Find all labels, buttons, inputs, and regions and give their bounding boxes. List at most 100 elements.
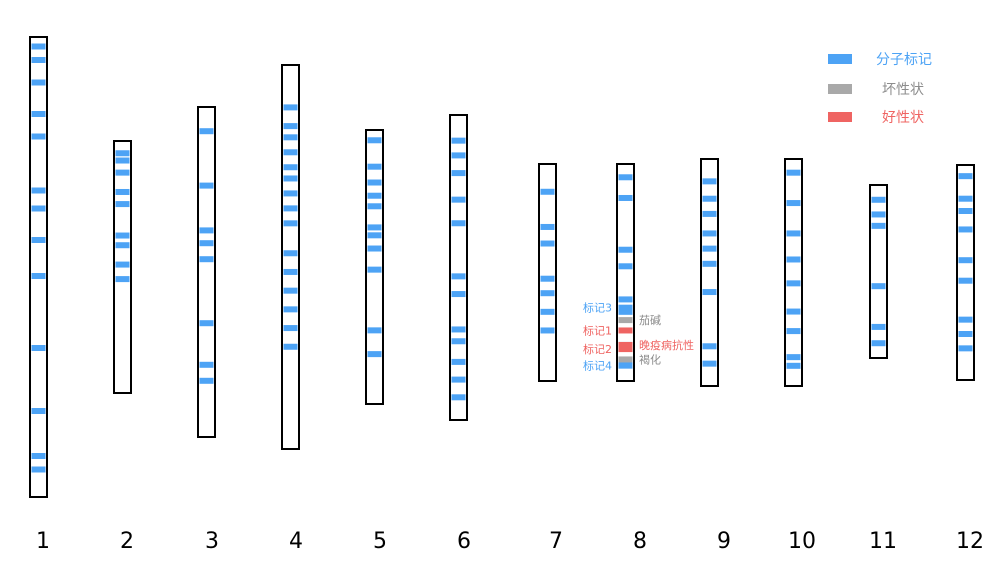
marker-band [702, 260, 717, 267]
marker-band [618, 246, 633, 253]
chromosome-label: 10 [788, 529, 816, 554]
marker-band [199, 256, 214, 263]
marker-band [367, 224, 382, 231]
marker-band [31, 79, 46, 86]
marker-band [115, 157, 130, 164]
marker-band [115, 169, 130, 176]
legend-label: 好性状 [882, 110, 924, 126]
marker-band [786, 230, 801, 237]
chromosome-bar [700, 158, 719, 387]
marker-band [451, 376, 466, 383]
marker-band [31, 237, 46, 243]
marker-band [786, 169, 801, 176]
marker-band [367, 351, 382, 358]
marker-band [367, 232, 382, 239]
marker-band [451, 358, 466, 365]
marker-band [702, 289, 717, 296]
chromosome-3: 3 [197, 106, 219, 554]
marker-band [540, 290, 555, 297]
marker-band [451, 152, 466, 159]
marker-band [540, 327, 555, 334]
marker-band [283, 250, 298, 257]
chromosome-6: 6 [449, 114, 471, 554]
chromosome-label: 1 [36, 529, 50, 554]
marker-band [283, 343, 298, 350]
chromosome-label: 2 [120, 529, 134, 554]
chromosome-label: 3 [205, 529, 219, 554]
trait-annotation: 茄碱 [639, 313, 661, 327]
marker-band [451, 291, 466, 298]
chromosome-8: 8 [616, 163, 647, 554]
trait-band [618, 356, 633, 363]
marker-band [958, 316, 973, 323]
marker-band [31, 43, 46, 50]
marker-band [115, 276, 130, 283]
marker-band [367, 163, 382, 170]
chromosome-label: 7 [549, 529, 563, 554]
marker-annotation: 标记1 [583, 323, 612, 337]
marker-band [115, 242, 130, 249]
marker-band [871, 323, 886, 330]
marker-band [31, 273, 46, 279]
marker-band [871, 196, 886, 203]
marker-band [618, 296, 633, 303]
chromosome-bar [538, 163, 557, 382]
legend-label: 分子标记 [876, 52, 932, 68]
chromosome-4: 4 [281, 64, 303, 554]
marker-band [31, 57, 46, 63]
marker-band [31, 205, 46, 212]
marker-band [283, 287, 298, 294]
marker-band [702, 195, 717, 202]
marker-band [786, 280, 801, 287]
marker-band [702, 210, 717, 217]
marker-band [199, 377, 214, 384]
marker-band [451, 137, 466, 144]
marker-band [31, 345, 46, 351]
legend-swatch [828, 112, 852, 122]
marker-band [115, 188, 130, 195]
marker-band [451, 326, 466, 333]
marker-band [367, 327, 382, 334]
chromosome-label: 8 [633, 529, 647, 554]
marker-band [540, 308, 555, 315]
trait-band [618, 317, 633, 324]
legend-swatch [828, 54, 852, 64]
marker-band [199, 128, 214, 135]
marker-band [958, 277, 973, 284]
chromosome-2: 2 [113, 140, 134, 554]
marker-band [283, 134, 298, 141]
marker-annotation: 标记2 [583, 342, 612, 356]
chromosome-1: 1 [29, 36, 50, 554]
marker-band [958, 173, 973, 180]
marker-band [958, 195, 973, 202]
marker-band [786, 328, 801, 335]
marker-band [618, 194, 633, 201]
legend-item-bad: 坏性状 [828, 82, 924, 98]
marker-band [786, 200, 801, 207]
marker-band [283, 220, 298, 227]
chromosome-bar [197, 106, 216, 438]
legend-item-marker: 分子标记 [828, 52, 932, 68]
marker-band [451, 273, 466, 280]
trait-annotation: 晚疫病抗性 [639, 338, 694, 352]
chromosome-9: 9 [700, 158, 731, 554]
chromosome-label: 4 [289, 529, 303, 554]
marker-band [958, 345, 973, 352]
marker-band [618, 174, 633, 181]
chromosome-bar [29, 36, 48, 498]
marker-band [283, 306, 298, 313]
annotated-marker-band [618, 327, 633, 334]
chromosome-label: 9 [717, 529, 731, 554]
marker-band [115, 201, 130, 208]
annotated-marker-band [618, 346, 633, 353]
marker-band [702, 360, 717, 367]
marker-band [283, 175, 298, 182]
marker-band [540, 188, 555, 195]
chromosome-bar [281, 64, 300, 450]
chromosome-bar [449, 114, 468, 421]
trait-annotation: 褐化 [639, 352, 661, 366]
marker-band [871, 340, 886, 347]
marker-band [702, 230, 717, 237]
